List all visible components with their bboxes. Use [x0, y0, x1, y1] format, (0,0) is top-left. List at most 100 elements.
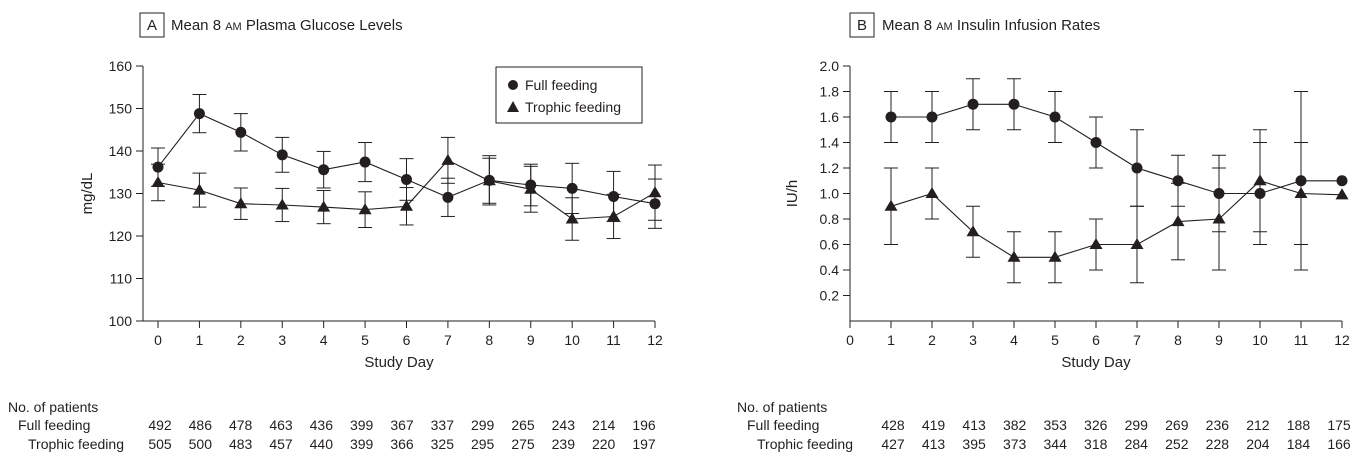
patients-count: 284: [1125, 436, 1149, 452]
patients-count: 239: [552, 436, 576, 452]
y-tick-label: 150: [109, 101, 133, 117]
data-point-triangle: [884, 199, 898, 211]
patients-count: 500: [189, 436, 213, 452]
x-tick-label: 1: [887, 332, 895, 348]
patients-count: 299: [471, 417, 495, 433]
data-point-triangle: [1294, 187, 1308, 199]
x-tick-label: 4: [320, 332, 328, 348]
panel-letter-box: [849, 12, 875, 38]
x-tick-label: 8: [1174, 332, 1182, 348]
data-point-circle: [1049, 111, 1061, 123]
patients-row-label: Full feeding: [747, 417, 819, 433]
data-point-triangle: [648, 186, 662, 198]
patients-count: 486: [189, 417, 213, 433]
patients-count: 243: [552, 417, 576, 433]
data-point-circle: [885, 111, 897, 123]
data-point-triangle: [524, 182, 538, 194]
chart-title-part: Insulin Infusion Rates: [953, 17, 1101, 34]
data-point-circle: [967, 98, 979, 110]
patients-count: 204: [1246, 436, 1270, 452]
patients-count: 337: [431, 417, 455, 433]
patients-count: 269: [1165, 417, 1189, 433]
data-point-circle: [193, 108, 205, 120]
patients-count: 478: [229, 417, 253, 433]
data-point-circle: [926, 111, 938, 123]
series-full-feeding: [884, 78, 1348, 271]
y-tick-label: 140: [109, 143, 133, 159]
y-tick-label: 1.8: [820, 84, 840, 100]
patients-count: 440: [310, 436, 334, 452]
chart-title-part: AM: [936, 21, 953, 33]
y-tick-label: 0.6: [820, 237, 840, 253]
patients-count: 184: [1287, 436, 1311, 452]
data-point-circle: [442, 191, 454, 203]
patients-row-label: Trophic feeding: [757, 436, 853, 452]
panel-b: B Mean 8 AM Insulin Infusion Rates 0.2 0.4 0…: [737, 12, 1351, 452]
patients-count: 373: [1003, 436, 1027, 452]
data-point-triangle: [1335, 188, 1349, 200]
data-point-circle: [1008, 98, 1020, 110]
data-point-triangle: [275, 198, 289, 210]
panel-letter-box: [139, 12, 165, 38]
x-tick-label: 10: [1252, 332, 1268, 348]
patients-count: 166: [1327, 436, 1351, 452]
patients-count: 236: [1206, 417, 1230, 433]
patients-count: 428: [881, 417, 905, 433]
x-tick-label: 3: [278, 332, 286, 348]
patients-count: 427: [881, 436, 905, 452]
y-tick-label: 130: [109, 186, 133, 202]
patients-count: 326: [1084, 417, 1108, 433]
patients-count: 295: [471, 436, 495, 452]
data-point-circle: [401, 173, 412, 185]
data-point-triangle: [966, 225, 980, 237]
patients-count: 382: [1003, 417, 1027, 433]
chart-title: Mean 8 AM Plasma Glucose Levels: [171, 17, 403, 34]
x-tick-label: 2: [928, 332, 936, 348]
data-point-triangle: [1171, 215, 1185, 227]
patients-count: 265: [511, 417, 535, 433]
patients-header: No. of patients: [8, 399, 98, 415]
x-tick-label: 9: [527, 332, 535, 348]
data-point-circle: [1131, 162, 1143, 174]
legend: Full feeding Trophic feeding: [495, 66, 643, 124]
legend-box: [495, 66, 643, 124]
series-trophic-feeding: [884, 129, 1349, 284]
x-tick-label: 6: [1092, 332, 1100, 348]
series-line: [891, 103, 1342, 195]
x-tick-label: 12: [647, 332, 663, 348]
data-point-triangle: [234, 197, 248, 209]
y-tick-label: 0.8: [820, 211, 840, 227]
patients-count: 299: [1125, 417, 1149, 433]
x-tick-label: 8: [485, 332, 493, 348]
patients-count: 275: [511, 436, 535, 452]
x-tick-label: 0: [154, 332, 162, 348]
data-point-circle: [1090, 137, 1102, 148]
x-tick-label: 7: [1133, 332, 1141, 348]
patients-count: 457: [269, 436, 293, 452]
series-line: [890, 180, 1343, 258]
patients-count: 228: [1206, 436, 1230, 452]
chart-title-part: AM: [225, 21, 242, 33]
x-tick-label: 2: [237, 332, 245, 348]
y-axis-label: mg/dL: [79, 173, 96, 215]
x-tick-label: 0: [846, 332, 854, 348]
chart-title: Mean 8 AM Insulin Infusion Rates: [882, 17, 1100, 34]
data-point-triangle: [1089, 238, 1103, 250]
patients-count: 419: [922, 417, 946, 433]
y-tick-label: 160: [109, 58, 133, 74]
y-tick-label: 100: [109, 313, 133, 329]
y-tick-label: 110: [110, 271, 133, 287]
patients-count: 367: [390, 417, 414, 433]
patients-count: 399: [350, 417, 374, 433]
data-point-triangle: [441, 153, 455, 165]
y-tick-label: 120: [109, 228, 133, 244]
patients-count: 463: [269, 417, 293, 433]
data-point-triangle: [358, 203, 372, 215]
x-tick-label: 9: [1215, 332, 1223, 348]
patients-count: 436: [310, 417, 334, 433]
patients-count: 252: [1165, 436, 1189, 452]
panel-letter: A: [147, 17, 157, 34]
panel-letter: B: [857, 17, 867, 34]
